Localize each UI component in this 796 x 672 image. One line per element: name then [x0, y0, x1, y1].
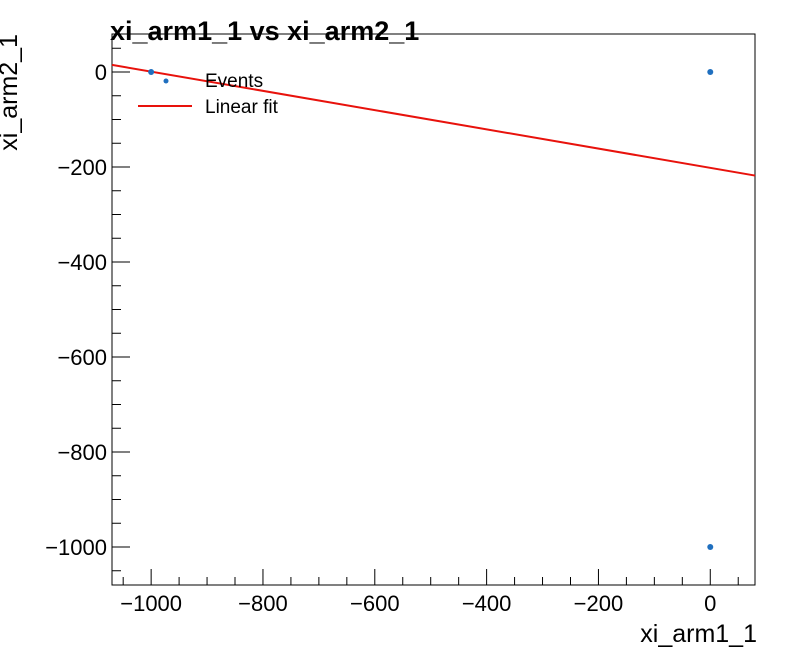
- y-axis-label: xi_arm2_1: [0, 34, 23, 151]
- event-point: [707, 69, 714, 75]
- legend-events-marker: [163, 78, 169, 84]
- y-tick-label: −400: [57, 250, 107, 275]
- event-point: [707, 544, 714, 550]
- x-tick-label: −600: [350, 591, 400, 616]
- fit-layer: [111, 63, 756, 177]
- x-tick-label: −400: [462, 591, 512, 616]
- x-tick-label: −1000: [120, 591, 182, 616]
- chart-title: xi_arm1_1 vs xi_arm2_1: [110, 16, 419, 46]
- event-point: [148, 69, 155, 75]
- legend-events-label: Events: [205, 71, 263, 92]
- x-axis: −1000 −800 −600 −400 −200 0: [120, 569, 739, 616]
- x-tick-label: −200: [574, 591, 624, 616]
- y-tick-label: −600: [57, 345, 107, 370]
- x-tick-label: 0: [704, 591, 716, 616]
- points-layer: [148, 69, 714, 550]
- y-tick-label: 0: [95, 60, 107, 85]
- y-tick-label: −200: [57, 155, 107, 180]
- y-tick-label: −1000: [45, 535, 107, 560]
- legend: Events Linear fit: [138, 71, 279, 118]
- legend-fit-label: Linear fit: [205, 97, 279, 118]
- y-tick-label: −800: [57, 440, 107, 465]
- x-tick-label: −800: [238, 591, 288, 616]
- x-axis-label: xi_arm1_1: [640, 620, 757, 648]
- fit-line: [111, 63, 756, 177]
- y-axis: −1000 −800 −600 −400 −200 0: [45, 47, 130, 572]
